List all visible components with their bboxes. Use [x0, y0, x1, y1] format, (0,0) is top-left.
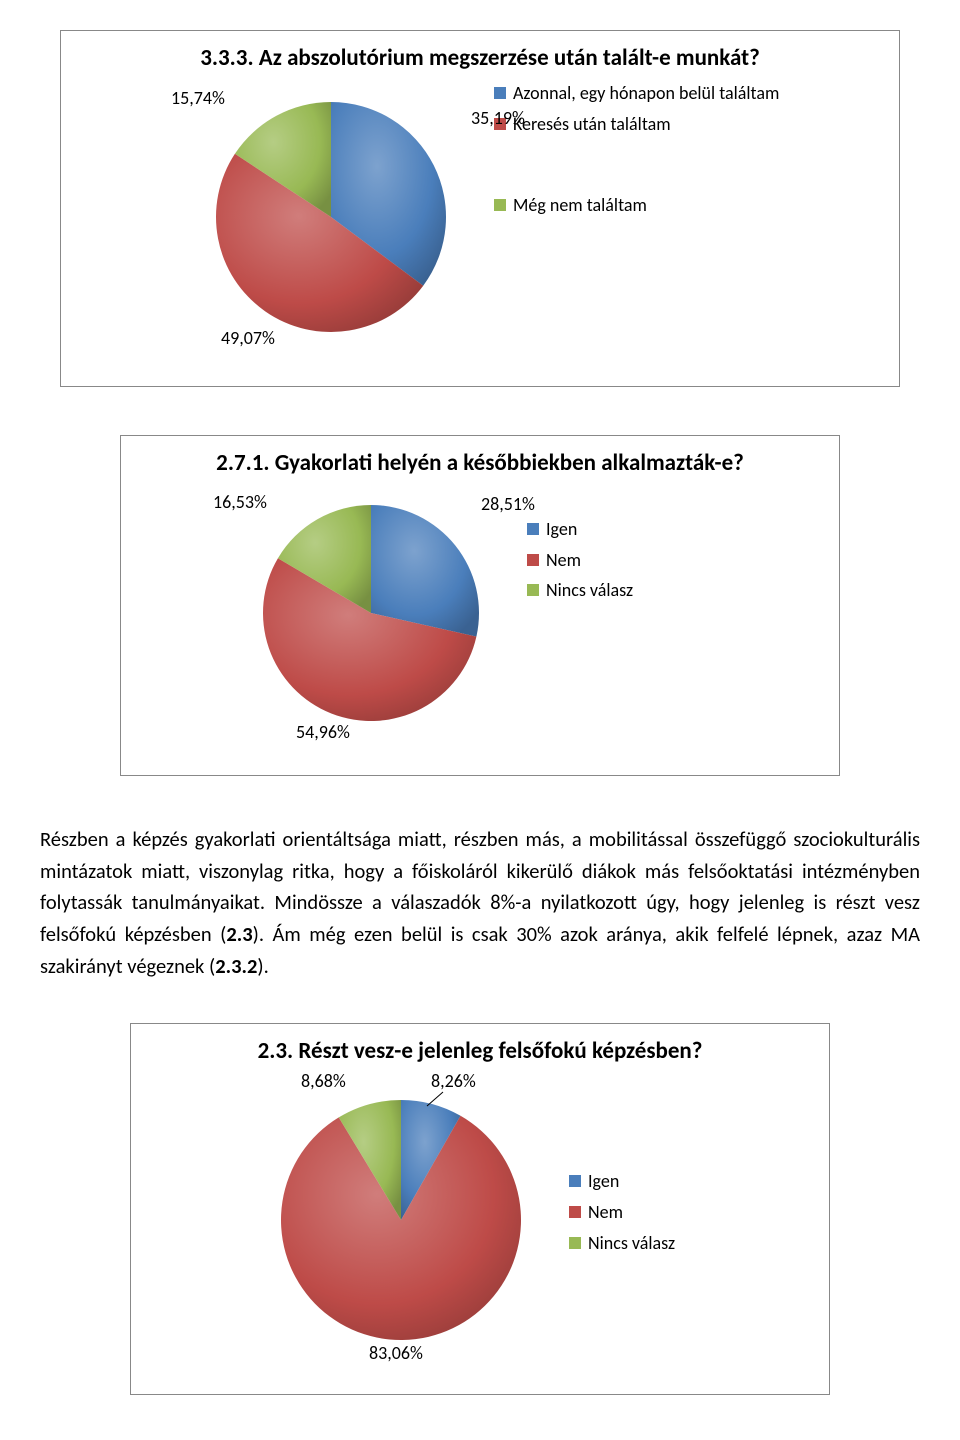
- legend-swatch: [494, 199, 506, 211]
- pct-label: 83,06%: [369, 1342, 423, 1364]
- chart-body: 28,51% 54,96% 16,53% Igen Nem Nincs válasz: [141, 483, 819, 761]
- legend-item: Nem: [527, 550, 819, 571]
- para-b1: 2.3: [226, 921, 252, 947]
- legend-swatch: [569, 1237, 581, 1249]
- legend-label: Keresés után találtam: [513, 114, 671, 135]
- body-paragraph: Részben a képzés gyakorlati orientáltság…: [40, 824, 920, 983]
- legend-label: Még nem találtam: [513, 195, 647, 216]
- pct-label: 49,07%: [221, 327, 275, 349]
- legend-swatch: [569, 1175, 581, 1187]
- legend-label: Azonnal, egy hónapon belül találtam: [513, 83, 779, 104]
- legend-3: Igen Nem Nincs válasz: [551, 1070, 809, 1263]
- legend-swatch: [494, 87, 506, 99]
- chart-title: 2.3. Részt vesz-e jelenleg felsőfokú kép…: [151, 1038, 809, 1064]
- pct-label: 54,96%: [296, 721, 350, 743]
- chart-box-23: 2.3. Részt vesz-e jelenleg felsőfokú kép…: [130, 1023, 830, 1395]
- legend-item: Igen: [527, 519, 819, 540]
- legend-label: Igen: [546, 519, 577, 540]
- pie-chart: [81, 77, 476, 372]
- chart-box-271: 2.7.1. Gyakorlati helyén a későbbiekben …: [120, 435, 840, 775]
- legend-swatch: [569, 1206, 581, 1218]
- pie-holder-1: 35,19%49,07%15,74%: [81, 77, 476, 372]
- legend-swatch: [527, 584, 539, 596]
- pct-label: 35,19%: [471, 107, 525, 129]
- legend-item: Igen: [569, 1171, 809, 1192]
- pct-label: 28,51%: [481, 493, 535, 515]
- legend-item: Még nem találtam: [494, 195, 879, 216]
- para-post: ).: [257, 953, 268, 979]
- legend-label: Igen: [588, 1171, 619, 1192]
- legend-item: Nincs válasz: [527, 580, 819, 601]
- legend-item: Keresés után találtam: [494, 114, 879, 135]
- chart-title: 2.7.1. Gyakorlati helyén a későbbiekben …: [141, 450, 819, 476]
- pct-label: 8,68%: [301, 1070, 346, 1092]
- para-b2: 2.3.2: [215, 953, 257, 979]
- legend-swatch: [527, 554, 539, 566]
- pie-holder-2: 28,51%54,96%16,53%: [141, 483, 509, 761]
- legend-label: Nem: [546, 550, 581, 571]
- chart-box-333: 3.3.3. Az abszolutórium megszerzése után…: [60, 30, 900, 387]
- leader-line: [427, 1092, 443, 1106]
- chart-body: 8,26% 83,06% 8,68% Igen Nem Nincs válasz: [151, 1070, 809, 1380]
- legend-item: Azonnal, egy hónapon belül találtam: [494, 83, 879, 104]
- chart-title: 3.3.3. Az abszolutórium megszerzése után…: [81, 45, 879, 71]
- chart-body: 35,19% 49,07% 15,74% Azonnal, egy hónapon …: [81, 77, 879, 372]
- pie-holder-3: 8,26% 83,06% 8,68%: [151, 1070, 551, 1380]
- pie-chart: [151, 1070, 551, 1380]
- legend-2: Igen Nem Nincs válasz: [509, 483, 819, 611]
- pct-label: 16,53%: [213, 491, 267, 513]
- pie-chart: [141, 483, 509, 761]
- legend-label: Nincs válasz: [546, 580, 633, 601]
- legend-item: Nincs válasz: [569, 1233, 809, 1254]
- legend-label: Nincs válasz: [588, 1233, 675, 1254]
- pct-label: 8,26%: [431, 1070, 476, 1092]
- legend-swatch: [527, 523, 539, 535]
- legend-item: Nem: [569, 1202, 809, 1223]
- legend-1: Azonnal, egy hónapon belül találtam Keres…: [476, 77, 879, 225]
- pct-label: 15,74%: [171, 87, 225, 109]
- legend-label: Nem: [588, 1202, 623, 1223]
